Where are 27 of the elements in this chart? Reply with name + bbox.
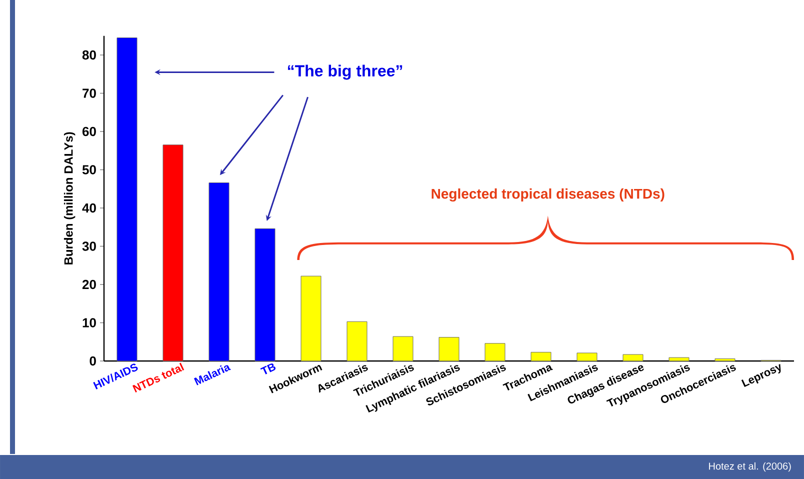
- y-tick-label: 70: [82, 88, 96, 98]
- bar: [208, 182, 230, 362]
- y-tick-label: 10: [82, 318, 96, 328]
- annotation: “The big three”: [288, 64, 402, 80]
- y-tick-label: 0: [90, 356, 96, 366]
- bar: [438, 337, 460, 362]
- bar: [254, 228, 276, 362]
- y-tick-label: 30: [82, 242, 96, 251]
- bar: [484, 343, 506, 362]
- bar: [162, 144, 184, 362]
- bar: [530, 352, 552, 362]
- bar: [300, 276, 322, 362]
- bar: [576, 352, 598, 362]
- bar: [668, 357, 690, 362]
- y-axis-title: Burden (million DALYs): [64, 132, 76, 264]
- y-tick-label: 60: [82, 126, 96, 136]
- bar: [392, 336, 414, 362]
- y-tick-label: 80: [82, 50, 96, 60]
- y-tick-label: 50: [82, 165, 96, 174]
- y-tick-label: 40: [82, 203, 96, 213]
- bar: [116, 38, 138, 362]
- bar: [346, 321, 368, 362]
- y-tick-label: 20: [82, 280, 96, 290]
- text: Hotez et al. (2006): [709, 462, 791, 472]
- bar: [622, 354, 644, 362]
- bar: [714, 358, 736, 362]
- annotation: Neglected tropical diseases (NTDs): [432, 188, 664, 202]
